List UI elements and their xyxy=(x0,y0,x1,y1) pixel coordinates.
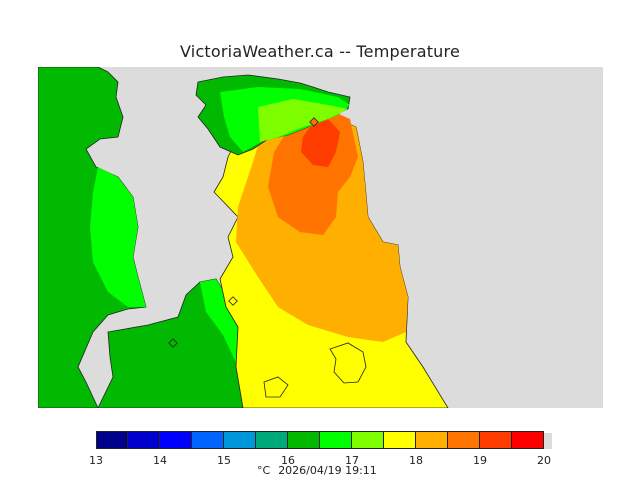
station-south[interactable] xyxy=(228,296,238,306)
scale-swatch xyxy=(416,431,448,449)
scale-swatch xyxy=(512,431,544,449)
scale-tick-label: 13 xyxy=(89,454,103,467)
scale-swatch xyxy=(384,431,416,449)
scale-swatch xyxy=(256,431,288,449)
west-peninsula-warm xyxy=(90,167,146,307)
scale-tick-label: 18 xyxy=(409,454,423,467)
scale-tick-label: 20 xyxy=(537,454,551,467)
scale-swatch xyxy=(288,431,320,449)
timestamp-label: 2026/04/19 19:11 xyxy=(278,464,377,477)
unit-label: °C xyxy=(257,464,271,477)
scale-swatch xyxy=(352,431,384,449)
island-large xyxy=(329,342,367,384)
scale-swatch xyxy=(128,431,160,449)
station-victoria[interactable] xyxy=(309,117,319,127)
scale-swatch xyxy=(448,431,480,449)
scale-tick-label: 17 xyxy=(345,454,359,467)
scale-swatch xyxy=(160,431,192,449)
color-scale-bar xyxy=(96,431,552,449)
scale-swatch xyxy=(192,431,224,449)
station-west[interactable] xyxy=(168,338,178,348)
island-small xyxy=(263,376,289,398)
scale-tick-label: 16 xyxy=(281,454,295,467)
scale-swatch xyxy=(480,431,512,449)
east-landmass-red xyxy=(301,119,340,167)
scale-tick-label: 19 xyxy=(473,454,487,467)
scale-tick-label: 15 xyxy=(217,454,231,467)
temperature-map[interactable] xyxy=(38,67,603,408)
north-peninsula-warmer xyxy=(258,99,348,142)
scale-tick-label: 14 xyxy=(153,454,167,467)
legend-footer: °C 2026/04/19 19:11 xyxy=(257,464,385,477)
scale-tail xyxy=(544,433,552,449)
scale-swatch xyxy=(320,431,352,449)
scale-swatch xyxy=(224,431,256,449)
map-title: VictoriaWeather.ca -- Temperature xyxy=(180,42,460,61)
scale-swatch xyxy=(96,431,128,449)
